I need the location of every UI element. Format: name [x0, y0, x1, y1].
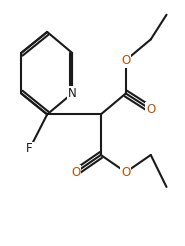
Text: F: F — [26, 142, 33, 155]
Text: N: N — [68, 87, 77, 100]
Text: O: O — [121, 166, 130, 179]
Text: O: O — [71, 166, 80, 179]
Text: O: O — [146, 103, 155, 116]
Text: O: O — [121, 54, 130, 67]
